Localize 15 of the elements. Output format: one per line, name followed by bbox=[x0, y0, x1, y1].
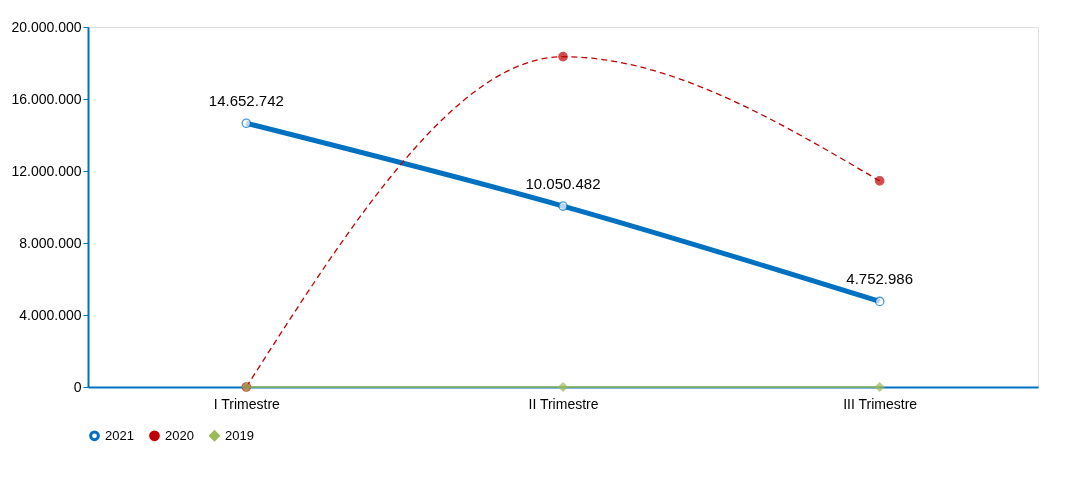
y-tick-label: 12.000.000 bbox=[11, 162, 82, 179]
x-tick-label: II Trimestre bbox=[528, 395, 599, 412]
x-tick-label: I Trimestre bbox=[213, 395, 281, 412]
legend-label: 2019 bbox=[225, 427, 254, 443]
y-tick-label: 16.000.000 bbox=[11, 90, 82, 107]
x-tick-label: III Trimestre bbox=[843, 395, 918, 412]
y-tick-label: 8.000.000 bbox=[19, 234, 82, 251]
data-label: 10.050.482 bbox=[525, 175, 601, 193]
legend-label: 2021 bbox=[105, 427, 134, 443]
y-tick-label: 0 bbox=[73, 378, 82, 395]
y-tick-label: 4.000.000 bbox=[19, 306, 82, 323]
data-label: 4.752.986 bbox=[846, 270, 914, 288]
data-label: 14.652.742 bbox=[208, 92, 284, 110]
y-tick-label: 20.000.000 bbox=[11, 18, 82, 35]
legend-label: 2020 bbox=[165, 427, 194, 443]
